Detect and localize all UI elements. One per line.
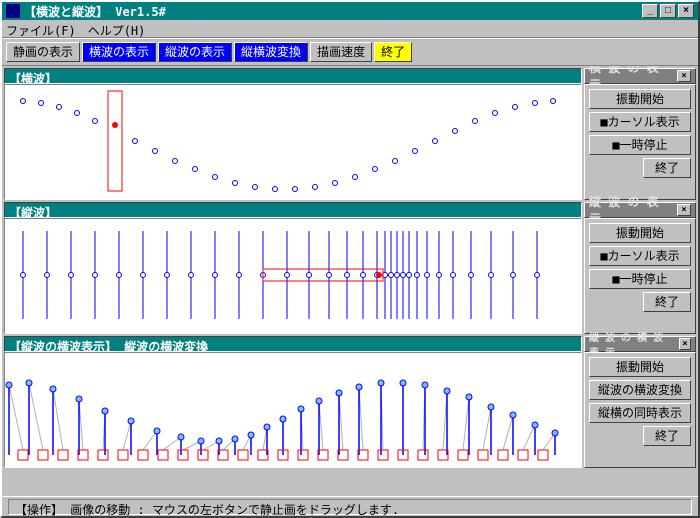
panel3-side: 縦 波 の 横 波 表 示× 振動開始 縦波の横波変換 縦横の同時表示 終了	[584, 336, 696, 468]
panel2-side-title[interactable]: 縦 波 の 表 示×	[584, 202, 696, 218]
statusbar: 【操作】 画像の移動 : マウスの左ボタンで静止画をドラッグします.	[2, 496, 698, 516]
panel1-title: 【横波】	[4, 68, 582, 84]
panel3-chart[interactable]	[4, 352, 582, 468]
panel1-pause-button[interactable]: ■一時停止	[589, 135, 691, 155]
panel1-start-button[interactable]: 振動開始	[589, 89, 691, 109]
panel3-both-button[interactable]: 縦横の同時表示	[589, 403, 691, 423]
main-window: 【横波と縦波】 Ver1.5# _ □ × ファイル(F) ヘルプ(H) 静画の…	[0, 0, 700, 518]
close-icon[interactable]: ×	[679, 338, 691, 350]
panel2-quit-button[interactable]: 終了	[643, 292, 691, 312]
maximize-button[interactable]: □	[660, 4, 676, 18]
panel3-side-title[interactable]: 縦 波 の 横 波 表 示×	[584, 336, 696, 352]
panel-transverse: 【横波】 横 波 の 表 示× 振動開始 ■カーソル表示 ■一時停止 終了	[4, 68, 696, 200]
close-icon[interactable]: ×	[677, 70, 691, 82]
panel2-side: 縦 波 の 表 示× 振動開始 ■カーソル表示 ■一時停止 終了	[584, 202, 696, 334]
menu-file[interactable]: ファイル(F)	[6, 22, 76, 35]
close-icon[interactable]: ×	[677, 204, 691, 216]
tool-speed[interactable]: 描画速度	[310, 42, 372, 62]
menu-help[interactable]: ヘルプ(H)	[88, 22, 146, 35]
close-button[interactable]: ×	[678, 4, 694, 18]
titlebar[interactable]: 【横波と縦波】 Ver1.5# _ □ ×	[2, 2, 698, 20]
toolbar: 静画の表示 横波の表示 縦波の表示 縦横波変換 描画速度 終了	[2, 38, 698, 66]
panel3-convert-button[interactable]: 縦波の横波変換	[589, 380, 691, 400]
panel2-cursor-button[interactable]: ■カーソル表示	[589, 246, 691, 266]
content: 【横波】 横 波 の 表 示× 振動開始 ■カーソル表示 ■一時停止 終了 【縦…	[2, 66, 698, 496]
panel3-quit-button[interactable]: 終了	[643, 426, 691, 446]
minimize-button[interactable]: _	[642, 4, 658, 18]
panel3-title: 【縦波の横波表示】 縦波の横波変換	[4, 336, 582, 352]
status-text: 【操作】 画像の移動 : マウスの左ボタンで静止画をドラッグします.	[8, 499, 692, 515]
menubar: ファイル(F) ヘルプ(H)	[2, 20, 698, 38]
tool-long[interactable]: 縦波の表示	[158, 42, 232, 62]
tool-still[interactable]: 静画の表示	[6, 42, 80, 62]
panel-longitudinal: 【縦波】 縦 波 の 表 示× 振動開始 ■カーソル表示 ■一時停止 終了	[4, 202, 696, 334]
tool-trans[interactable]: 横波の表示	[82, 42, 156, 62]
panel2-start-button[interactable]: 振動開始	[589, 223, 691, 243]
panel2-pause-button[interactable]: ■一時停止	[589, 269, 691, 289]
panel2-title: 【縦波】	[4, 202, 582, 218]
panel1-side-title[interactable]: 横 波 の 表 示×	[584, 68, 696, 84]
panel1-cursor-button[interactable]: ■カーソル表示	[589, 112, 691, 132]
panel3-start-button[interactable]: 振動開始	[589, 357, 691, 377]
panel-conversion: 【縦波の横波表示】 縦波の横波変換 縦 波 の 横 波 表 示× 振動開始 縦波…	[4, 336, 696, 468]
app-icon	[6, 4, 20, 18]
tool-quit[interactable]: 終了	[374, 42, 412, 62]
tool-convert[interactable]: 縦横波変換	[234, 42, 308, 62]
window-title: 【横波と縦波】 Ver1.5#	[24, 3, 640, 20]
panel2-chart[interactable]	[4, 218, 582, 334]
panel1-side: 横 波 の 表 示× 振動開始 ■カーソル表示 ■一時停止 終了	[584, 68, 696, 200]
panel1-quit-button[interactable]: 終了	[643, 158, 691, 178]
panel1-chart[interactable]	[4, 84, 582, 200]
